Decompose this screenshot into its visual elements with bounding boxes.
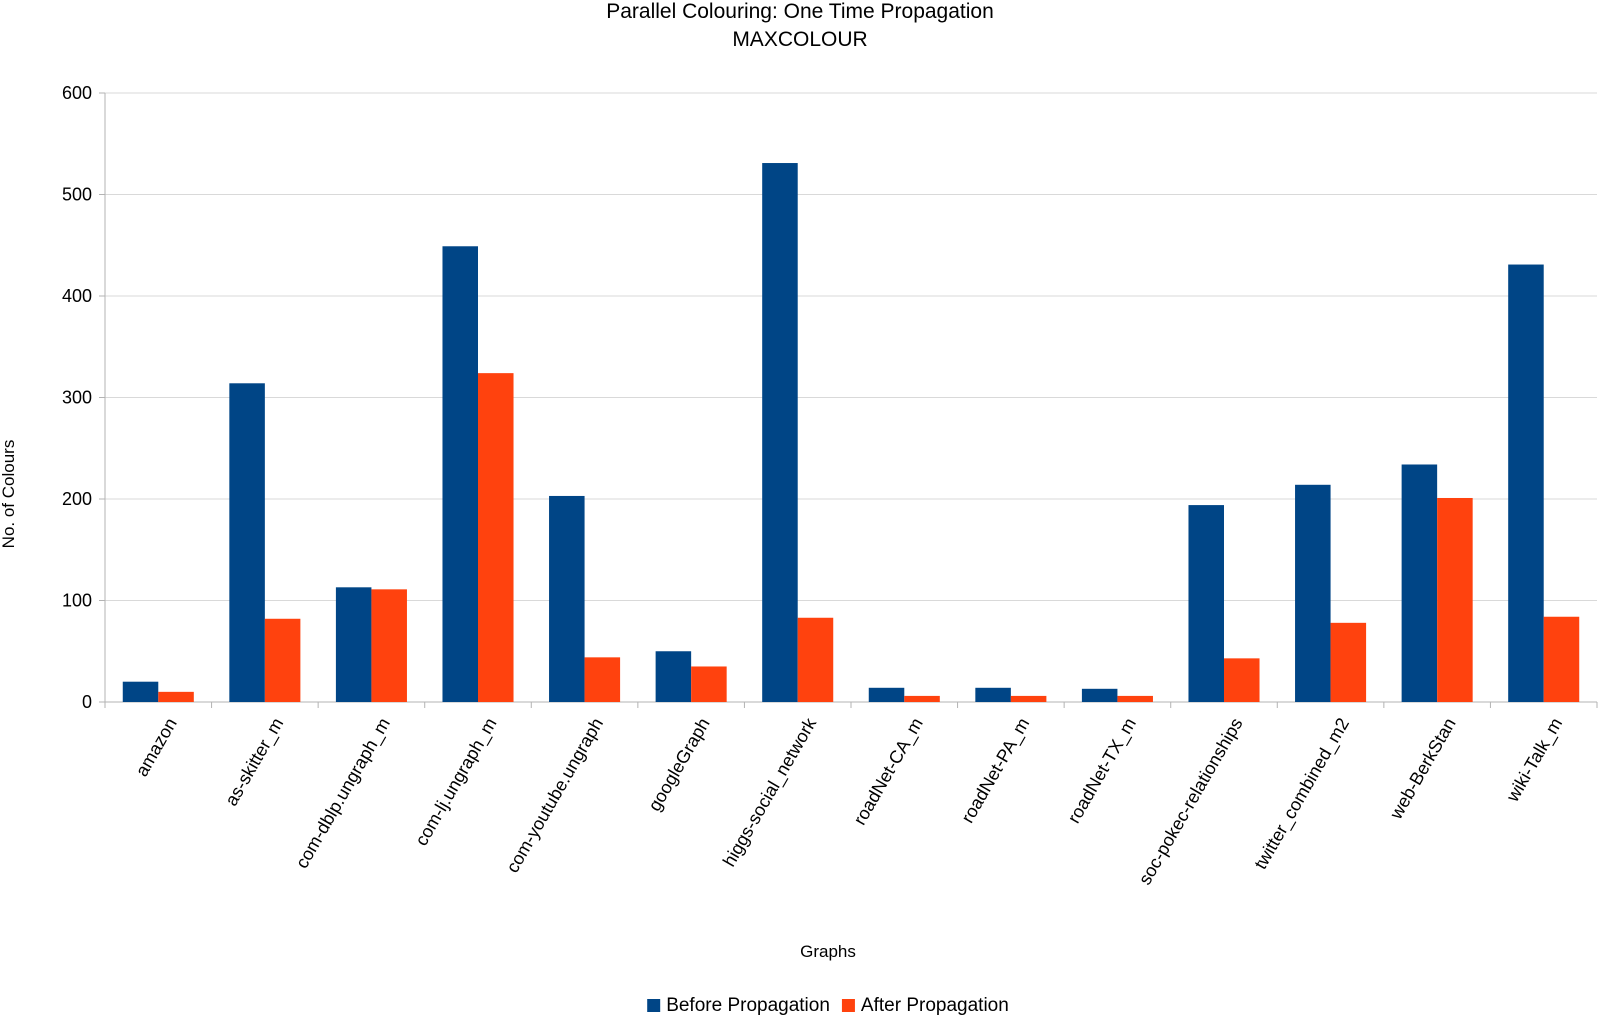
bar-before-twitter_combined_m2 xyxy=(1295,484,1331,702)
bar-before-roadNet-PA_m xyxy=(975,687,1011,702)
legend-swatch-before xyxy=(647,999,661,1012)
bar-before-wiki-Talk_m xyxy=(1508,264,1544,702)
y-tick-label: 500 xyxy=(62,185,92,205)
x-axis-label: Graphs xyxy=(800,942,856,961)
y-tick-label: 300 xyxy=(62,388,92,408)
legend-label-before: Before Propagation xyxy=(666,995,830,1016)
bar-before-amazon xyxy=(122,681,159,702)
bar-after-twitter_combined_m2 xyxy=(1330,622,1367,702)
bar-after-com-dblp.ungraph_m xyxy=(371,589,407,702)
bar-after-amazon xyxy=(158,691,194,702)
bar-after-roadNet-PA_m xyxy=(1010,695,1047,702)
y-tick-label: 0 xyxy=(82,692,92,712)
bar-after-roadNet-CA_m xyxy=(904,695,940,702)
y-axis-label: No. of Colours xyxy=(0,440,18,549)
y-tick-label: 600 xyxy=(62,83,92,103)
bar-after-as-skitter_m xyxy=(264,618,301,702)
bar-after-higgs-social_network xyxy=(797,617,834,702)
bar-after-wiki-Talk_m xyxy=(1543,616,1580,702)
bar-before-com-lj.ungraph_m xyxy=(442,246,478,702)
bar-after-soc-pokec-relationships xyxy=(1224,658,1260,702)
bar-before-as-skitter_m xyxy=(229,383,265,702)
bar-before-higgs-social_network xyxy=(762,163,798,702)
legend-label-after: After Propagation xyxy=(861,995,1009,1016)
y-tick-label: 100 xyxy=(62,591,92,611)
bar-after-roadNet-TX_m xyxy=(1117,695,1153,702)
bar-after-web-BerkStan xyxy=(1437,497,1473,702)
y-tick-label: 400 xyxy=(62,286,92,306)
bar-after-googleGraph xyxy=(691,666,727,702)
bar-after-com-youtube.ungraph xyxy=(584,657,621,702)
bars xyxy=(122,163,1580,702)
bar-before-googleGraph xyxy=(655,651,692,702)
legend: Before Propagation After Propagation xyxy=(647,995,1009,1016)
legend-swatch-after xyxy=(841,999,855,1012)
bar-before-web-BerkStan xyxy=(1401,464,1438,702)
bar-before-com-youtube.ungraph xyxy=(549,495,585,702)
chart-subtitle: MAXCOLOUR xyxy=(732,28,867,51)
bar-after-com-lj.ungraph_m xyxy=(478,373,514,702)
bar-before-roadNet-CA_m xyxy=(868,687,905,702)
bar-before-com-dblp.ungraph_m xyxy=(335,587,372,702)
bar-before-roadNet-TX_m xyxy=(1081,688,1118,702)
y-tick-labels: 0 100 200 300 400 500 600 xyxy=(62,83,92,712)
bar-before-soc-pokec-relationships xyxy=(1188,505,1224,702)
chart-title: Parallel Colouring: One Time Propagation xyxy=(606,0,994,23)
y-tick-label: 200 xyxy=(62,489,92,509)
